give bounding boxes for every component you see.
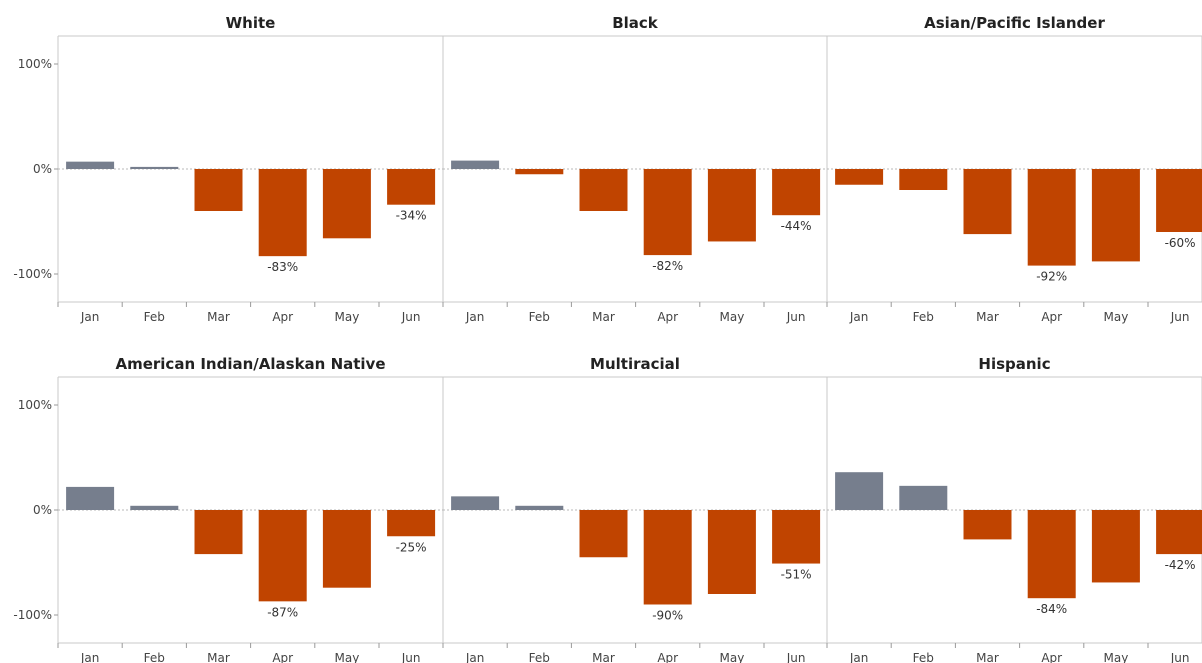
- bar: [1091, 510, 1140, 583]
- x-tick-label: May: [719, 651, 744, 663]
- bar: [643, 510, 692, 605]
- x-tick-label: May: [719, 310, 744, 324]
- bar: [515, 169, 564, 175]
- bar: [451, 496, 500, 510]
- data-label: -92%: [1036, 270, 1067, 284]
- x-tick-label: Feb: [529, 651, 550, 663]
- x-tick-label: May: [334, 310, 359, 324]
- data-label: -90%: [652, 609, 683, 623]
- x-tick-label: Feb: [913, 651, 934, 663]
- y-tick-label: 100%: [18, 398, 52, 412]
- x-tick-label: Jun: [1170, 651, 1190, 663]
- bar: [387, 510, 436, 537]
- data-label: -25%: [396, 540, 427, 554]
- y-tick-label: 0%: [33, 162, 52, 176]
- x-tick-label: Jun: [401, 651, 421, 663]
- x-tick-label: Jan: [80, 310, 100, 324]
- x-tick-label: Apr: [657, 651, 678, 663]
- bar: [194, 510, 243, 555]
- bar: [130, 505, 179, 510]
- y-tick-label: 100%: [18, 57, 52, 71]
- panel-title: White: [226, 14, 276, 32]
- x-tick-label: Mar: [976, 310, 999, 324]
- bar: [1027, 510, 1076, 599]
- x-tick-label: May: [1103, 310, 1128, 324]
- panel-title: Black: [612, 14, 659, 32]
- x-tick-label: Feb: [144, 651, 165, 663]
- x-tick-label: Mar: [207, 310, 230, 324]
- bar: [1156, 169, 1202, 232]
- x-tick-label: Mar: [207, 651, 230, 663]
- bar: [387, 169, 436, 205]
- bar: [515, 505, 564, 510]
- data-label: -51%: [781, 568, 812, 582]
- data-label: -83%: [267, 260, 298, 274]
- bar: [643, 169, 692, 256]
- panel-title: Asian/Pacific Islander: [924, 14, 1105, 32]
- data-label: -82%: [652, 259, 683, 273]
- x-tick-label: Jan: [849, 310, 869, 324]
- bar: [1027, 169, 1076, 266]
- bar: [322, 169, 371, 239]
- x-tick-label: Jun: [401, 310, 421, 324]
- x-tick-label: Jun: [786, 651, 806, 663]
- x-tick-label: Jan: [465, 651, 485, 663]
- bar: [194, 169, 243, 211]
- bar: [1156, 510, 1202, 555]
- bar: [835, 169, 884, 185]
- data-label: -42%: [1165, 558, 1196, 572]
- x-tick-label: Apr: [1041, 310, 1062, 324]
- bar: [772, 169, 821, 216]
- x-tick-label: May: [334, 651, 359, 663]
- bar: [66, 486, 115, 510]
- bar: [1091, 169, 1140, 262]
- data-label: -60%: [1165, 236, 1196, 250]
- x-tick-label: Jun: [786, 310, 806, 324]
- x-tick-label: Apr: [272, 310, 293, 324]
- bar: [258, 510, 307, 602]
- data-label: -34%: [396, 209, 427, 223]
- bar: [963, 169, 1012, 235]
- x-tick-label: Feb: [144, 310, 165, 324]
- x-tick-label: Jan: [465, 310, 485, 324]
- bar: [322, 510, 371, 588]
- data-label: -44%: [781, 219, 812, 233]
- x-tick-label: Apr: [657, 310, 678, 324]
- y-tick-label: 0%: [33, 503, 52, 517]
- bar: [899, 485, 948, 510]
- panel-title: Multiracial: [590, 355, 680, 373]
- x-tick-label: Jan: [80, 651, 100, 663]
- bar: [963, 510, 1012, 540]
- data-label: -84%: [1036, 602, 1067, 616]
- bar: [707, 169, 756, 242]
- y-tick-label: -100%: [13, 608, 52, 622]
- x-tick-label: Apr: [272, 651, 293, 663]
- x-tick-label: Jan: [849, 651, 869, 663]
- x-tick-label: Jun: [1170, 310, 1190, 324]
- x-tick-label: Mar: [592, 651, 615, 663]
- panel-title: American Indian/Alaskan Native: [115, 355, 385, 373]
- y-tick-label: -100%: [13, 267, 52, 281]
- x-tick-label: May: [1103, 651, 1128, 663]
- bar: [707, 510, 756, 594]
- x-tick-label: Mar: [976, 651, 999, 663]
- bar: [451, 160, 500, 169]
- bar: [66, 161, 115, 169]
- bar: [258, 169, 307, 257]
- x-tick-label: Feb: [529, 310, 550, 324]
- bar: [772, 510, 821, 564]
- bar: [130, 166, 179, 169]
- x-tick-label: Feb: [913, 310, 934, 324]
- data-label: -87%: [267, 605, 298, 619]
- bar: [899, 169, 948, 190]
- x-tick-label: Mar: [592, 310, 615, 324]
- bar: [835, 472, 884, 510]
- bar: [579, 169, 628, 211]
- x-tick-label: Apr: [1041, 651, 1062, 663]
- bar: [579, 510, 628, 558]
- panel-title: Hispanic: [978, 355, 1050, 373]
